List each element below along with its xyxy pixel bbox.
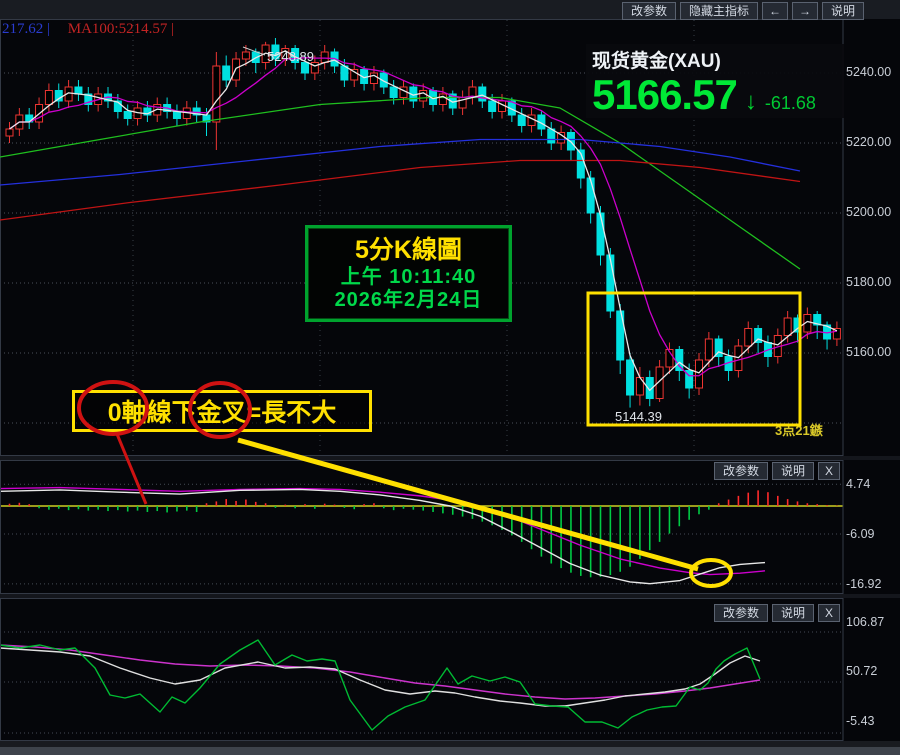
price-axis-5200: 5200.00 (846, 205, 892, 219)
price-axis-5180: 5180.00 (846, 275, 892, 289)
timeframe-title: 5分K線圖 (355, 236, 462, 264)
kdj-axis-top: 106.87 (846, 615, 885, 629)
low-price-label: 5144.39 (615, 409, 662, 424)
corner-watermark: 3点21鏃 (775, 423, 823, 438)
bottom-scrollbar[interactable] (0, 747, 900, 755)
session-time: 上午 10:11:40 (340, 266, 477, 288)
high-price-label: 5248.89 (267, 49, 314, 64)
last-price: 5166.57 (592, 71, 738, 118)
arrow-left-button[interactable]: ← (761, 2, 788, 20)
macd-close-button[interactable]: X (817, 462, 840, 480)
price-axis-5220: 5220.00 (846, 135, 892, 149)
ma50-value-label: 217.62 | (2, 21, 51, 37)
ma-label-bar: 217.62 | MA100:5214.57 | (2, 21, 174, 38)
price-axis-5160: 5160.00 (846, 345, 892, 359)
down-arrow-icon: ↓ (744, 88, 757, 115)
price-axis-5240: 5240.00 (846, 65, 892, 79)
hide-main-indicator-button[interactable]: 隐藏主指标 (679, 2, 758, 20)
price-change: -61.68 (764, 93, 816, 113)
timeframe-info-box: 5分K線圖 上午 10:11:40 2026年2月24日 (305, 225, 512, 322)
macd-axis-bottom: -16.92 (846, 577, 882, 591)
macd-indicator-chart (0, 460, 844, 594)
instrument-name: 现货黄金(XAU) (592, 51, 721, 72)
quote-box: 现货黄金(XAU) 5166.57 ↓ -61.68 (586, 44, 844, 118)
arrow-right-button[interactable]: → (791, 2, 818, 20)
kdj-close-button[interactable]: X (817, 604, 840, 622)
header-bar: 改参数 隐藏主指标 ← → 说明 (0, 0, 900, 20)
ma100-value-label: MA100:5214.57 | (67, 21, 175, 37)
help-button[interactable]: 说明 (821, 2, 864, 20)
kdj-axis-bottom: -5.43 (846, 714, 875, 728)
macd-axis-top: 4.74 (846, 477, 871, 491)
kdj-indicator-chart (0, 598, 844, 741)
kdj-help-button[interactable]: 说明 (771, 604, 814, 622)
macd-help-button[interactable]: 说明 (771, 462, 814, 480)
macd-change-params-button[interactable]: 改参数 (713, 462, 768, 480)
macd-axis-mid: -6.09 (846, 527, 875, 541)
analysis-note-text: 0軸線下金叉=長不大 (107, 399, 337, 427)
analysis-note-box: 0軸線下金叉=長不大 (72, 390, 372, 432)
kdj-change-params-button[interactable]: 改参数 (713, 604, 768, 622)
change-params-button[interactable]: 改参数 (621, 2, 676, 20)
kdj-axis-mid: 50.72 (846, 664, 878, 678)
session-date: 2026年2月24日 (334, 289, 483, 311)
